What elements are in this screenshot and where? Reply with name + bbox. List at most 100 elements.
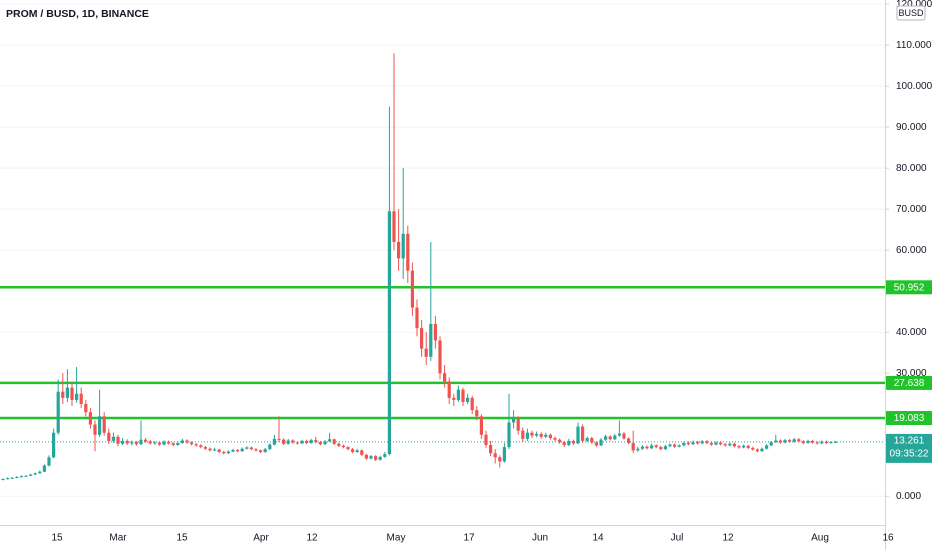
candle-body bbox=[608, 436, 612, 440]
time-axis: 15 Mar 15 Apr 12 May 17 Jun 14 Jul 12 Aug 16 bbox=[51, 533, 894, 544]
candle-body bbox=[410, 270, 414, 308]
candle-body bbox=[231, 449, 235, 452]
candle-body bbox=[516, 418, 520, 431]
y-tick-label: 60.000 bbox=[896, 245, 927, 256]
candle-body bbox=[700, 441, 704, 444]
candle-body bbox=[157, 442, 161, 445]
candle-body bbox=[461, 389, 465, 402]
candle-body bbox=[719, 442, 723, 445]
level-label: 27.638 bbox=[894, 378, 925, 389]
last-price-badge bbox=[886, 433, 932, 463]
x-tick-label: 17 bbox=[463, 533, 475, 544]
candle-body bbox=[148, 441, 152, 444]
overlay: 50.952 27.638 19.083 13.261 09:35:22 bbox=[886, 280, 932, 463]
candle-body bbox=[300, 440, 304, 444]
candle-body bbox=[190, 442, 194, 445]
candle-body bbox=[742, 445, 746, 448]
candle-body bbox=[406, 233, 410, 271]
candle-body bbox=[38, 471, 42, 474]
candle-body bbox=[824, 441, 828, 443]
candle-body bbox=[585, 438, 589, 441]
candle-body bbox=[811, 440, 815, 443]
candle-body bbox=[162, 441, 166, 445]
candle-body bbox=[604, 436, 608, 440]
level-label: 50.952 bbox=[894, 282, 925, 293]
currency-label: BUSD bbox=[898, 8, 924, 18]
candle-body bbox=[245, 447, 249, 449]
candle-body bbox=[351, 449, 355, 452]
candle-body bbox=[56, 391, 60, 433]
candle-body bbox=[815, 442, 819, 444]
candle-body bbox=[774, 440, 778, 443]
candle-body bbox=[6, 478, 10, 480]
x-tick-label: May bbox=[387, 533, 406, 544]
candle-body bbox=[769, 442, 773, 446]
candle-body bbox=[456, 389, 460, 400]
candle-body bbox=[466, 397, 470, 402]
candle-body bbox=[111, 436, 115, 441]
candle-body bbox=[792, 439, 796, 442]
candle-body bbox=[249, 447, 253, 450]
candle-body bbox=[489, 445, 493, 454]
candle-body bbox=[760, 448, 764, 452]
candle-body bbox=[93, 424, 97, 435]
candle-body bbox=[640, 446, 644, 449]
candle-body bbox=[714, 442, 718, 445]
candle-body bbox=[443, 373, 447, 382]
y-tick-label: 70.000 bbox=[896, 204, 927, 215]
candle-body bbox=[226, 451, 230, 454]
candle-body bbox=[24, 475, 28, 477]
candle-body bbox=[309, 440, 313, 443]
candle-body bbox=[783, 440, 787, 443]
candle-body bbox=[746, 445, 750, 448]
candle-body bbox=[217, 449, 221, 452]
candle-body bbox=[171, 443, 175, 446]
candle-body bbox=[484, 434, 488, 446]
candle-body bbox=[778, 440, 782, 443]
y-tick-label: 80.000 bbox=[896, 163, 927, 174]
y-tick-label: 90.000 bbox=[896, 122, 927, 133]
candle-body bbox=[553, 438, 557, 440]
candle-body bbox=[259, 450, 263, 452]
candle-body bbox=[167, 441, 171, 444]
candle-body bbox=[479, 416, 483, 435]
x-tick-label: Jul bbox=[671, 533, 684, 544]
candle-body bbox=[737, 446, 741, 448]
candle-body bbox=[433, 324, 437, 341]
candle-body bbox=[369, 456, 373, 459]
x-tick-label: 15 bbox=[176, 533, 188, 544]
x-tick-label: Aug bbox=[811, 533, 829, 544]
candle-body bbox=[29, 474, 33, 476]
candle-body bbox=[521, 430, 525, 439]
candle-body bbox=[801, 441, 805, 443]
candle-body bbox=[530, 432, 534, 436]
candle-body bbox=[788, 440, 792, 442]
candle-body bbox=[470, 397, 474, 411]
candle-body bbox=[61, 391, 65, 398]
level-badge bbox=[886, 375, 932, 390]
candle-body bbox=[134, 442, 138, 445]
candle-body bbox=[548, 434, 552, 439]
candle-body bbox=[1, 479, 5, 481]
candle-body bbox=[88, 412, 92, 425]
candle-body bbox=[599, 439, 603, 446]
candle-body bbox=[673, 444, 677, 447]
candle-body bbox=[254, 449, 258, 451]
candle-body bbox=[636, 448, 640, 451]
candle-body bbox=[709, 442, 713, 445]
grid bbox=[0, 3, 885, 497]
candle-body bbox=[236, 449, 240, 452]
candle-body bbox=[645, 446, 649, 449]
candle-body bbox=[10, 477, 14, 479]
candle-body bbox=[323, 441, 327, 445]
candle-body bbox=[185, 440, 189, 443]
candle-body bbox=[493, 453, 497, 458]
candle-body bbox=[663, 446, 667, 450]
candle-body bbox=[268, 444, 272, 450]
candle-body bbox=[47, 457, 51, 466]
candle-body bbox=[98, 416, 102, 435]
candle-body bbox=[84, 404, 88, 413]
candle-body bbox=[617, 433, 621, 436]
countdown-label: 09:35:22 bbox=[890, 449, 929, 460]
candle-body bbox=[341, 445, 345, 448]
